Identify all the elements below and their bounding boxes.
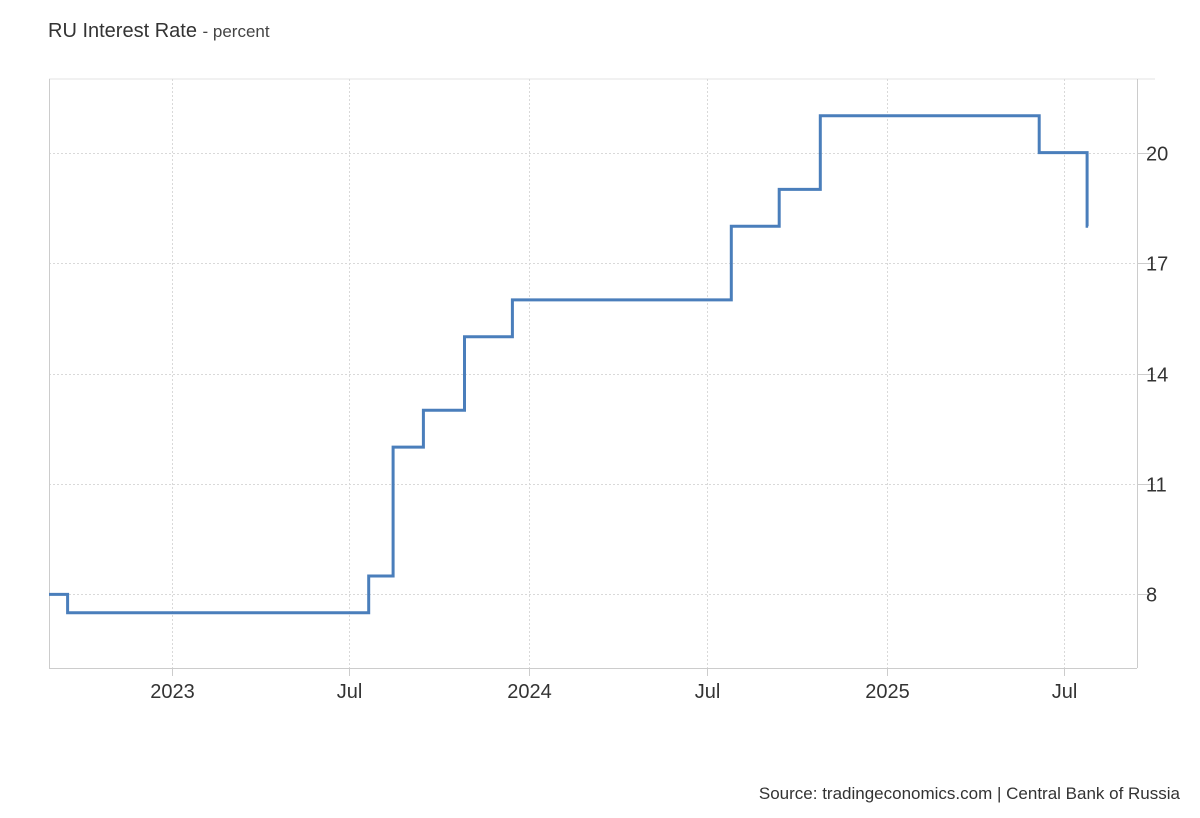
y-tick-label: 11 — [1146, 475, 1167, 497]
chart-main-title: RU Interest Rate — [48, 20, 197, 42]
x-axis-ticks: 2023 Jul 2024 Jul 2025 Jul — [150, 681, 1077, 703]
chart-title: RU Interest Rate - percent — [48, 20, 270, 43]
x-tick-label: Jul — [1052, 681, 1078, 703]
x-tick-label: Jul — [337, 681, 363, 703]
y-axis-ticks: 8 11 14 17 20 — [1146, 144, 1168, 607]
x-tick-label: 2023 — [150, 681, 195, 703]
x-tick-label: 2024 — [507, 681, 552, 703]
chart-subtitle: - percent — [202, 22, 270, 41]
series-layer — [49, 114, 1089, 615]
y-tick-label: 8 — [1146, 585, 1157, 607]
source-attribution: Source: tradingeconomics.com | Central B… — [758, 784, 1180, 803]
x-tick-label: Jul — [695, 681, 721, 703]
grid-lines — [49, 78, 1155, 668]
y-tick-label: 14 — [1146, 365, 1168, 387]
y-tick-label: 20 — [1146, 144, 1168, 166]
y-tick-label: 17 — [1146, 254, 1168, 276]
x-tick-label: 2025 — [865, 681, 910, 703]
series-line-0 — [49, 114, 1089, 615]
axes — [49, 79, 1155, 676]
